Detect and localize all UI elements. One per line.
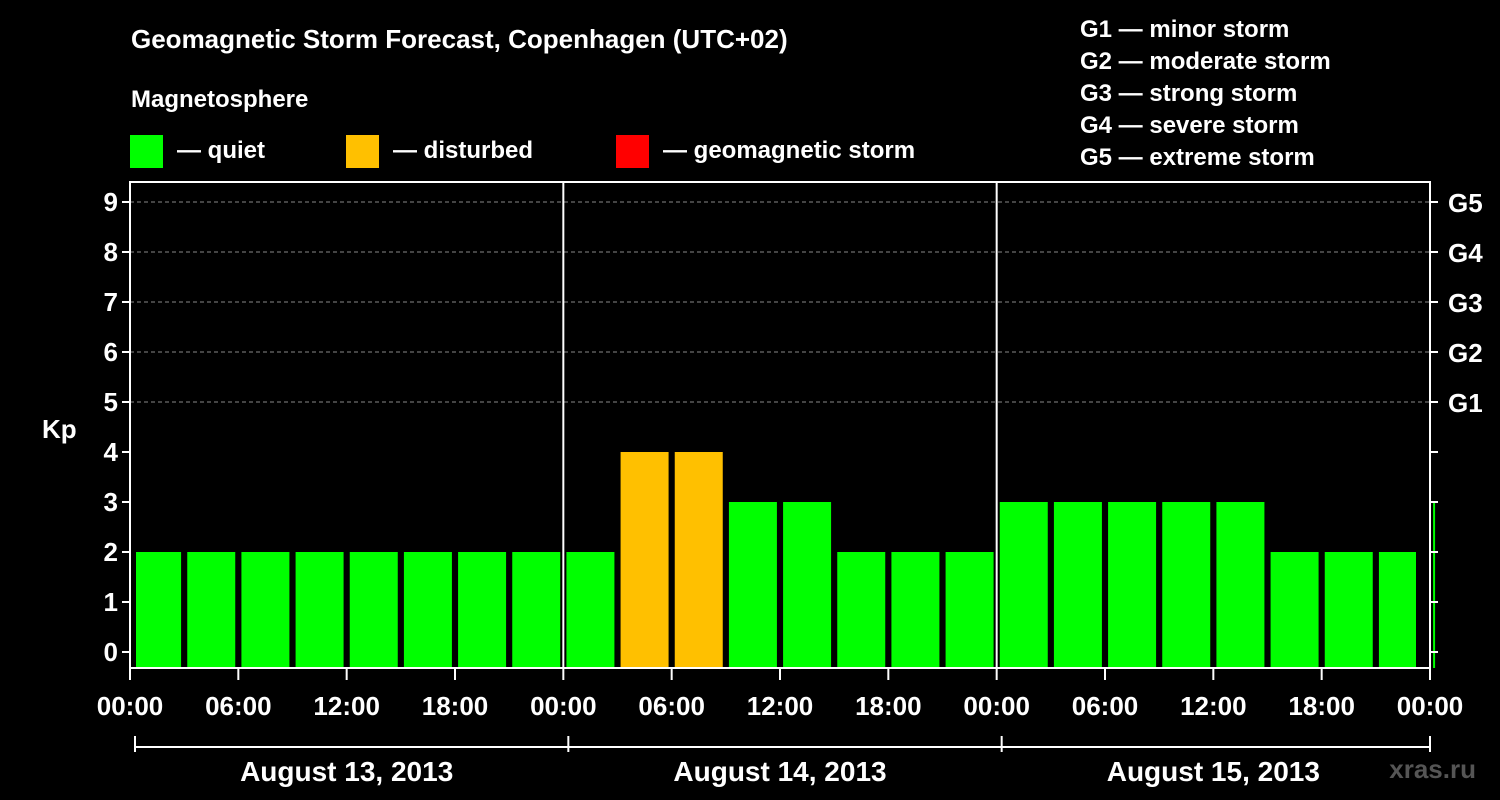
kp-bar [295,552,344,668]
kp-bar [1216,502,1265,668]
g-level-g4: G4 — severe storm [1080,112,1299,139]
kp-bar [783,502,832,668]
legend-item-storm: — geomagnetic storm [616,134,915,168]
kp-bar [349,552,398,668]
y-tick-label: 8 [104,237,118,267]
watermark: xras.ru [1389,754,1476,784]
x-tick-label: 12:00 [1180,691,1247,721]
x-tick-label: 00:00 [1397,691,1464,721]
x-tick-label: 18:00 [1288,691,1355,721]
kp-bar [945,552,994,668]
kp-bar [1108,502,1157,668]
y-tick-label: 7 [104,287,118,317]
kp-bar [620,452,669,668]
x-tick-label: 00:00 [963,691,1030,721]
kp-bar [1053,502,1102,668]
kp-bar [241,552,290,668]
kp-bar [512,552,561,668]
y-tick-label: 4 [104,437,119,467]
x-tick-label: 12:00 [747,691,814,721]
x-tick-label: 18:00 [422,691,489,721]
legend-label-storm: — geomagnetic storm [663,137,916,164]
x-tick-label: 12:00 [313,691,380,721]
day-label: August 15, 2013 [1107,756,1320,787]
legend-swatch-storm [616,134,649,168]
kp-bar [1433,502,1436,668]
kp-bar [837,552,886,668]
day-label: August 13, 2013 [240,756,453,787]
legend-swatch-quiet [130,134,163,168]
kp-bar [136,552,182,668]
x-tick-label: 00:00 [530,691,597,721]
legend-item-disturbed: — disturbed [346,134,533,168]
g-tick-label: G2 [1448,338,1483,368]
g-tick-label: G5 [1448,188,1483,218]
g-tick-label: G3 [1448,288,1483,318]
kp-bar [891,552,940,668]
g-level-g2: G2 — moderate storm [1080,48,1331,75]
legend-label-quiet: — quiet [177,137,265,164]
x-tick-label: 06:00 [638,691,705,721]
kp-bar [728,502,777,668]
g-level-g1: G1 — minor storm [1080,16,1290,43]
x-tick-label: 06:00 [205,691,272,721]
kp-bar [566,552,615,668]
y-tick-label: 1 [104,587,118,617]
x-tick-label: 18:00 [855,691,922,721]
legend-swatch-disturbed [346,134,379,168]
kp-bar [1270,552,1319,668]
y-tick-label: 3 [104,487,118,517]
kp-bar [999,502,1048,668]
x-tick-label: 06:00 [1072,691,1139,721]
y-tick-label: 6 [104,337,118,367]
legend-item-quiet: — quiet [130,134,265,168]
x-tick-label: 00:00 [97,691,164,721]
kp-bar [1162,502,1211,668]
g-level-g5: G5 — extreme storm [1080,144,1315,171]
chart-title: Geomagnetic Storm Forecast, Copenhagen (… [131,24,788,54]
kp-bar [1324,552,1373,668]
y-tick-label: 9 [104,187,118,217]
y-tick-label: 5 [104,387,118,417]
g-level-g3: G3 — strong storm [1080,80,1298,107]
y-tick-label: 2 [104,537,118,567]
day-label: August 14, 2013 [673,756,886,787]
legend-heading: Magnetosphere [131,86,309,113]
g-tick-label: G4 [1448,238,1483,268]
kp-bar [458,552,507,668]
legend-label-disturbed: — disturbed [393,137,534,164]
y-axis-label: Kp [42,414,77,444]
y-tick-label: 0 [104,637,118,667]
kp-bar [1378,552,1416,668]
kp-bar [403,552,452,668]
g-scale-legend: G1 — minor storm G2 — moderate storm G3 … [1080,14,1331,174]
g-tick-label: G1 [1448,388,1483,418]
kp-bar [187,552,236,668]
kp-bar [674,452,723,668]
